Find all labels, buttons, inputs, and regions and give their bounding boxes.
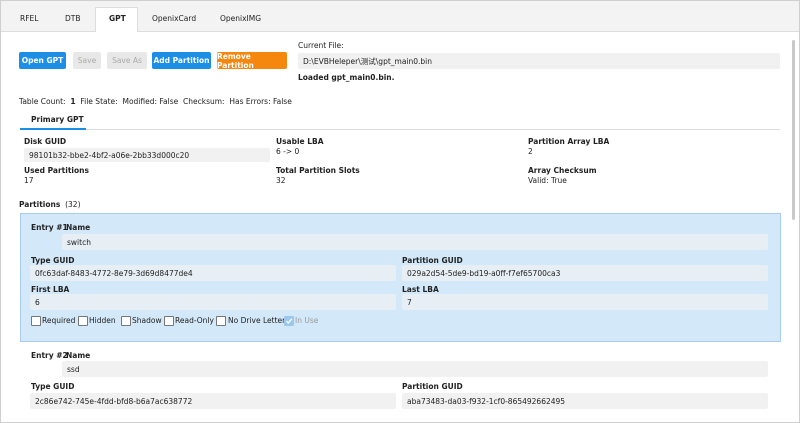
field-label: Name <box>66 351 91 360</box>
tab[interactable]: DTB <box>65 14 81 23</box>
field-label: Disk GUID <box>24 137 67 146</box>
field-label: Array Checksum <box>528 166 597 175</box>
partitions-heading: Partitions (32) <box>19 200 81 209</box>
checkbox-label: Shadow <box>132 316 162 325</box>
guid-input[interactable]: aba73483-da03-f932-1cf0-865492662495 <box>402 393 768 409</box>
summary: Table Count: 1 File State: Modified: Fal… <box>19 97 292 106</box>
status: Loaded gpt_main0.bin. <box>298 73 395 82</box>
lba-input[interactable]: 6 <box>30 294 396 310</box>
name-input[interactable]: switch <box>62 234 768 250</box>
button[interactable]: Save <box>73 52 101 69</box>
checkbox-label: No Drive Letter <box>228 316 286 325</box>
count: (32) <box>65 200 81 209</box>
checkbox-label: In Use <box>295 316 319 325</box>
checkbox[interactable] <box>121 316 131 326</box>
checkbox[interactable] <box>216 316 226 326</box>
value: Modified: False <box>122 97 179 106</box>
field-value: 17 <box>24 176 34 185</box>
entry-title: Entry #1 <box>31 223 68 232</box>
value: 1 <box>70 97 76 106</box>
button[interactable]: Remove Partition <box>217 52 287 70</box>
lba-input[interactable]: 7 <box>402 294 768 310</box>
button[interactable]: Save As <box>107 52 147 69</box>
checkbox-label: Hidden <box>89 316 116 325</box>
checkbox-label: Required <box>42 316 76 325</box>
field-value: Valid: True <box>528 176 567 185</box>
field-value: 2 <box>528 147 533 156</box>
file-input[interactable]: D:\EVBHeleper\测试\gpt_main0.bin <box>298 53 780 69</box>
tab[interactable]: OpenixIMG <box>220 14 262 23</box>
field-label: Partition GUID <box>402 256 463 265</box>
subtab[interactable]: Primary GPT <box>31 115 84 124</box>
label: File State: <box>80 97 118 106</box>
scrollbar[interactable] <box>792 40 795 220</box>
checkbox[interactable] <box>31 316 41 326</box>
field-value: 98101b32-bbe2-4bf2-a06e-2bb33d000c20 <box>24 148 270 162</box>
guid-input[interactable]: 2c86e742-745e-4fdd-bfd8-b6a7ac638772 <box>30 393 396 409</box>
value: Has Errors: False <box>229 97 292 106</box>
field-label: Type GUID <box>31 382 75 391</box>
checkbox-checked[interactable] <box>284 316 294 326</box>
field-label: Last LBA <box>402 285 439 294</box>
tab[interactable]: OpenixCard <box>152 14 197 23</box>
checkbox[interactable] <box>78 316 88 326</box>
field-label: Partition Array LBA <box>528 137 610 146</box>
guid-input[interactable]: 0fc63daf-8483-4772-8e79-3d69d8477de4 <box>30 265 396 281</box>
field-label: Partition GUID <box>402 382 463 391</box>
label: Table Count: <box>19 97 66 106</box>
entry-title: Entry #2 <box>31 351 68 360</box>
subtab-underline <box>20 128 86 130</box>
check-icon <box>286 318 293 324</box>
label: Partitions <box>19 200 61 209</box>
field-label: Name <box>66 223 91 232</box>
button[interactable]: Add Partition <box>152 52 211 69</box>
field-value: 32 <box>276 176 286 185</box>
guid-input[interactable]: 029a2d54-5de9-bd19-a0ff-f7ef65700ca3 <box>402 265 768 281</box>
field-value: 6 -> 0 <box>276 147 300 156</box>
divider <box>20 129 780 130</box>
checkbox[interactable] <box>164 316 174 326</box>
field-label: First LBA <box>31 285 70 294</box>
checkbox-label: Read-Only <box>175 316 214 325</box>
name-input[interactable]: ssd <box>62 361 768 377</box>
label: Checksum: <box>183 97 225 106</box>
button[interactable]: Open GPT <box>19 52 66 69</box>
field-label: Usable LBA <box>276 137 324 146</box>
active-tab-bg <box>95 7 138 32</box>
tab[interactable]: RFEL <box>20 14 39 23</box>
label: Current File: <box>298 41 344 50</box>
tab[interactable]: GPT <box>109 14 126 23</box>
field-label: Total Partition Slots <box>276 166 360 175</box>
field-label: Type GUID <box>31 256 75 265</box>
field-label: Used Partitions <box>24 166 89 175</box>
